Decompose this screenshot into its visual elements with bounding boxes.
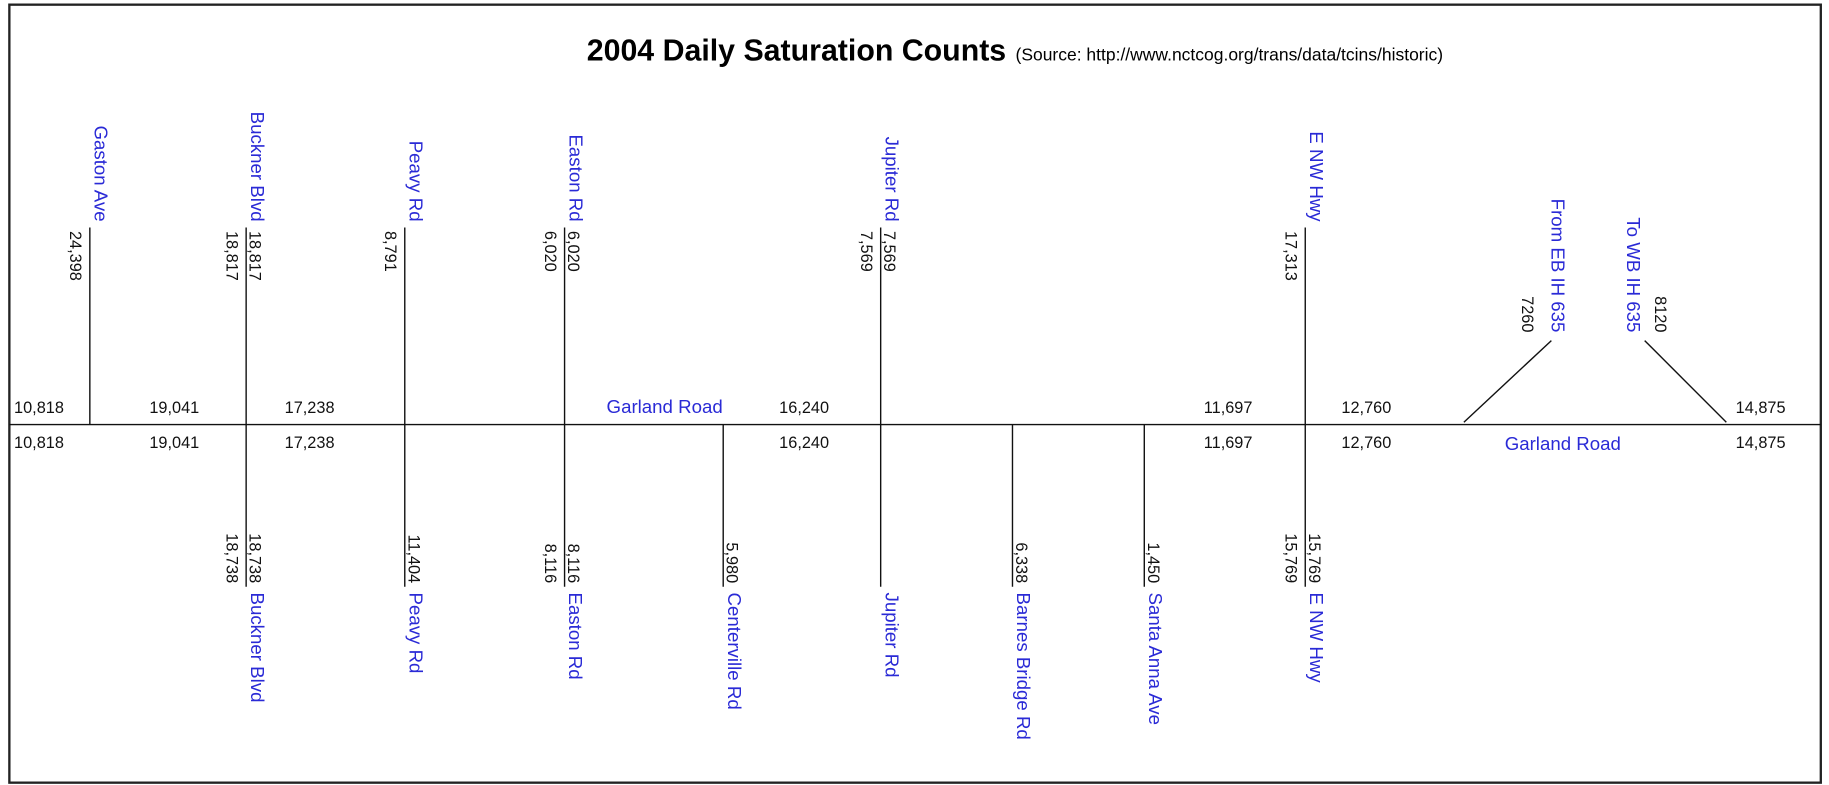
street-count: 18,738	[222, 533, 240, 583]
main-count: 17,238	[285, 399, 335, 417]
street-label: Easton Rd	[565, 134, 586, 221]
heading: 2004 Daily Saturation Counts (Source: htt…	[587, 35, 1443, 68]
street-count: 18,817	[246, 231, 264, 281]
main-count: 14,875	[1736, 399, 1786, 417]
street-label: Buckner Blvd	[247, 593, 268, 703]
street-label: E NW Hwy	[1306, 593, 1327, 684]
street-count: 8,116	[564, 544, 582, 584]
ramp-line	[1644, 340, 1727, 423]
street-label: Gaston Ave	[91, 125, 112, 221]
street-label: Centerville Rd	[724, 593, 745, 710]
main-count: 10,818	[14, 399, 64, 417]
street-count: 24,398	[66, 231, 84, 281]
street-count: 5,980	[723, 542, 741, 583]
street-count: 8,791	[381, 231, 399, 272]
street-label: To WB IH 635	[1623, 217, 1644, 332]
street-count: 1,450	[1144, 542, 1162, 583]
street-count: 18,738	[246, 533, 264, 583]
street-label: Jupiter Rd	[881, 593, 902, 678]
street-count: 15,769	[1305, 533, 1323, 583]
street-count: 8120	[1651, 296, 1669, 332]
street-label: Santa Anna Ave	[1145, 593, 1166, 725]
street-count: 7260	[1518, 296, 1536, 332]
street-count: 17,313	[1281, 231, 1299, 281]
street-count: 18,817	[222, 231, 240, 281]
street-count: 8,116	[541, 544, 559, 584]
street-count: 7,569	[880, 231, 898, 272]
road-label: Garland Road	[1505, 433, 1621, 454]
source: (Source: http://www.nctcog.org/trans/dat…	[1016, 45, 1444, 65]
main-count: 16,240	[779, 399, 829, 417]
street-count: 15,769	[1281, 533, 1299, 583]
main-count: 11,697	[1204, 434, 1253, 452]
street-label: Buckner Blvd	[247, 112, 268, 222]
street-count: 6,020	[541, 231, 559, 272]
main-count: 19,041	[149, 434, 199, 452]
street-count: 7,569	[857, 231, 875, 272]
street-label: Peavy Rd	[405, 141, 426, 222]
street-label: Barnes Bridge Rd	[1013, 593, 1034, 740]
street-count: 6,338	[1012, 542, 1030, 583]
main-count: 14,875	[1736, 434, 1786, 452]
main-count: 12,760	[1341, 434, 1391, 452]
street-count: 6,020	[564, 231, 582, 272]
street-label: Peavy Rd	[405, 593, 426, 674]
main-count: 12,760	[1341, 399, 1391, 417]
street-label: Easton Rd	[565, 593, 586, 680]
ramp-line	[1463, 340, 1552, 423]
title: 2004 Daily Saturation Counts	[587, 35, 1006, 68]
street-label: Jupiter Rd	[881, 137, 902, 222]
road-label: Garland Road	[607, 396, 723, 417]
street-label: E NW Hwy	[1306, 131, 1327, 222]
street-label: From EB IH 635	[1547, 199, 1568, 333]
main-count: 16,240	[779, 434, 829, 452]
main-count: 11,697	[1204, 399, 1253, 417]
main-count: 19,041	[149, 399, 199, 417]
main-count: 17,238	[285, 434, 335, 452]
frame	[8, 3, 1822, 784]
main-count: 10,818	[14, 434, 64, 452]
street-count: 11,404	[404, 535, 422, 584]
